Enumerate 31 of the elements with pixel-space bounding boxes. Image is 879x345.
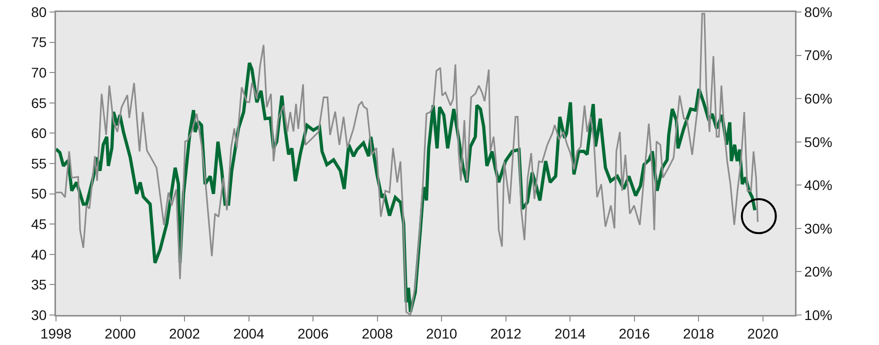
x-tick-label: 2000 — [104, 325, 136, 342]
y-tick-label: 80 — [31, 4, 47, 20]
x-tick-label: 2006 — [297, 325, 329, 342]
x-tick-label: 2002 — [168, 325, 200, 342]
y2-tick-label: 10% — [804, 306, 832, 323]
y2-tick-label: 20% — [804, 264, 832, 280]
y2-tick-label: 80% — [804, 4, 832, 20]
y-tick-label: 65 — [31, 94, 47, 111]
y-tick-label: 70 — [31, 64, 47, 80]
y2-tick-label: 60% — [804, 90, 832, 106]
x-tick-label: 1998 — [40, 325, 72, 342]
y-tick-label: 40 — [31, 246, 47, 262]
x-tick-label: 2014 — [554, 325, 586, 342]
y-tick-label: 35 — [31, 276, 47, 293]
y2-tick-label: 70% — [804, 47, 832, 64]
y-tick-label: 50 — [31, 186, 47, 202]
y-tick-label: 55 — [31, 155, 47, 172]
y2-tick-label: 30% — [804, 220, 832, 236]
x-tick-label: 2018 — [683, 325, 714, 342]
y-tick-label: 60 — [31, 125, 47, 142]
x-tick-label: 2008 — [362, 325, 394, 342]
x-tick-label: 2010 — [426, 325, 458, 342]
x-tick-label: 2016 — [618, 325, 650, 342]
y-tick-label: 30 — [31, 306, 47, 323]
y-tick-label: 45 — [31, 216, 47, 232]
y2-tick-label: 50% — [804, 134, 832, 150]
x-tick-label: 2020 — [747, 325, 779, 342]
x-tick-label: 2004 — [233, 325, 265, 342]
y-tick-label: 75 — [31, 34, 47, 50]
x-tick-label: 2012 — [490, 325, 522, 342]
y2-tick-label: 40% — [804, 177, 832, 194]
